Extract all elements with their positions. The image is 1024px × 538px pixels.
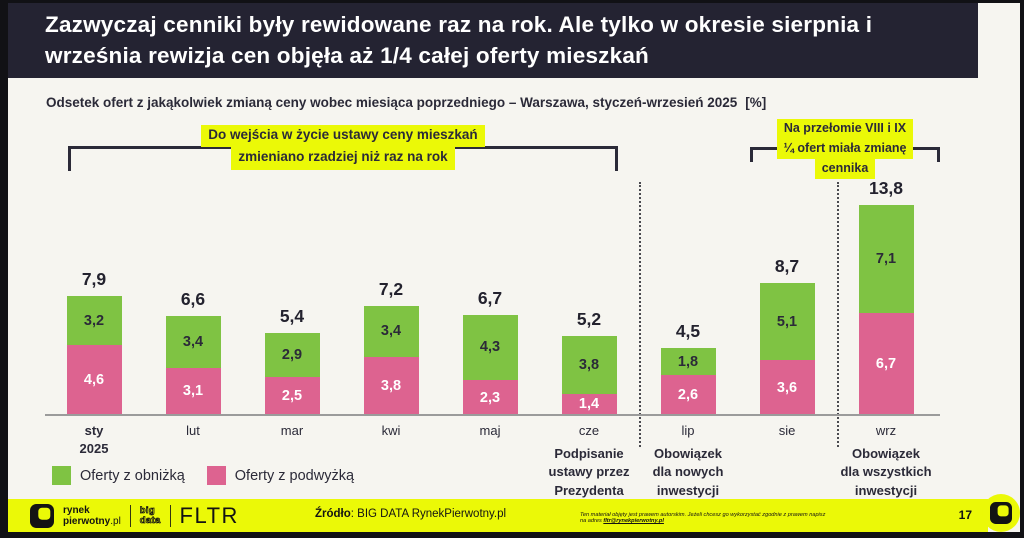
bar-total-label-lip: 4,5 — [675, 321, 701, 342]
milestone-lip: Obowiązek dla nowych inwestycji — [652, 446, 724, 498]
x-axis-label-sty: sty 2025 — [79, 423, 109, 456]
x-axis-label-mar: mar — [280, 423, 304, 438]
bar-total-label-maj: 6,7 — [477, 287, 503, 308]
bar-segment-decrease-maj: 4,3 — [462, 314, 518, 381]
legend-swatch — [52, 466, 71, 485]
rynekpierwotny-logo-icon — [30, 503, 54, 528]
x-axis-label-cze: cze — [578, 423, 600, 438]
slide-bottom-edge — [0, 532, 1024, 538]
bar-segment-increase-lut: 3,1 — [165, 367, 221, 415]
x-axis-label-maj: maj — [479, 423, 501, 438]
legend-swatch — [206, 466, 226, 485]
source-credit: Źródło: BIG DATA RynekPierwotny.pl — [315, 508, 507, 520]
x-axis-label-wrz: wrz — [875, 423, 897, 438]
page-title: Zazwyczaj cenniki były rewidowane raz na… — [45, 12, 873, 68]
rynekpierwotny-badge — [982, 494, 1020, 532]
brand-separator — [129, 504, 131, 527]
brand-name: rynek pierwotny.pl — [63, 505, 121, 527]
bigdata-logo: big data — [139, 505, 161, 526]
brand-name-line1: rynek — [63, 504, 90, 516]
brand-group: rynek pierwotny.pl big data FLTR — [30, 503, 239, 528]
divider-all-investments — [837, 182, 839, 447]
x-axis-label-lut: lut — [186, 423, 200, 438]
bar-segment-increase-sty: 4,6 — [66, 345, 122, 415]
rynekpierwotny-logo-icon — [990, 502, 1012, 524]
fltr-logo: FLTR — [179, 502, 239, 528]
x-axis-line — [45, 414, 940, 416]
chart-subtitle: Odsetek ofert z jakąkolwiek zmianą ceny … — [46, 95, 766, 110]
x-axis-label-lip: lip — [681, 423, 695, 438]
legend-label: Oferty z podwyżką — [234, 467, 355, 484]
legend-item-0: Oferty z obniżką — [52, 466, 185, 485]
brand-separator — [169, 504, 171, 527]
milestone-cze: Podpisanie ustawy przez Prezydenta — [548, 446, 630, 498]
bar-segment-decrease-cze: 3,8 — [561, 335, 617, 394]
x-axis-label-kwi: kwi — [381, 423, 401, 438]
bar-segment-decrease-wrz: 7,1 — [858, 205, 914, 314]
legend-item-1: Oferty z podwyżką — [206, 466, 355, 485]
bar-segment-increase-mar: 2,5 — [264, 377, 320, 415]
bar-total-label-kwi: 7,2 — [378, 278, 404, 299]
copyright-note: Ten materiał objęty jest prawem autorski… — [580, 512, 826, 524]
bar-segment-decrease-sie: 5,1 — [759, 282, 815, 361]
bar-segment-decrease-mar: 2,9 — [264, 332, 320, 377]
divider-new-investments — [639, 182, 641, 447]
bar-segment-increase-wrz: 6,7 — [858, 313, 914, 415]
contact-email-link[interactable]: fltr@rynekpierwotny.pl — [603, 518, 664, 524]
header: Zazwyczaj cenniki były rewidowane raz na… — [8, 3, 978, 78]
bar-segment-increase-kwi: 3,8 — [363, 357, 419, 415]
bar-segment-decrease-sty: 3,2 — [66, 296, 122, 346]
chart-subtitle-text: Odsetek ofert z jakąkolwiek zmianą ceny … — [46, 95, 738, 110]
bar-total-label-cze: 5,2 — [576, 308, 602, 329]
bar-segment-decrease-lip: 1,8 — [660, 348, 716, 376]
slide-top-edge — [0, 0, 1024, 3]
bar-segment-increase-sie: 3,6 — [759, 360, 815, 415]
slide-left-edge — [0, 0, 8, 538]
bar-segment-increase-lip: 2,6 — [660, 375, 716, 415]
brand-name-line2: pierwotny.pl — [63, 515, 121, 527]
annotation-aug-sep: Na przełomie VIII i IX ¼ ofert miała zmia… — [700, 119, 990, 180]
milestone-wrz: Obowiązek dla wszystkich inwestycji — [840, 446, 932, 498]
bar-total-label-mar: 5,4 — [279, 305, 305, 326]
footer-bar: rynek pierwotny.pl big data FLTR Źródło:… — [8, 499, 988, 532]
annotation-before-law: Do wejścia w życie ustawy ceny mieszkań z… — [68, 125, 618, 170]
page-number: 17 — [958, 508, 972, 522]
bar-segment-decrease-kwi: 3,4 — [363, 305, 419, 358]
bar-total-label-sie: 8,7 — [774, 255, 800, 276]
bar-total-label-lut: 6,6 — [180, 289, 206, 310]
bar-total-label-wrz: 13,8 — [868, 178, 904, 199]
bar-segment-decrease-lut: 3,4 — [165, 316, 221, 368]
slide-right-edge — [1020, 0, 1024, 538]
legend: Oferty z obniżką Oferty z podwyżką — [52, 466, 354, 485]
bar-total-label-sty: 7,9 — [81, 269, 107, 290]
bar-segment-increase-cze: 1,4 — [561, 393, 617, 415]
chart-unit: [%] — [745, 95, 767, 110]
x-axis-label-sie: sie — [778, 423, 796, 438]
bar-segment-increase-maj: 2,3 — [462, 380, 518, 415]
legend-label: Oferty z obniżką — [80, 467, 185, 484]
